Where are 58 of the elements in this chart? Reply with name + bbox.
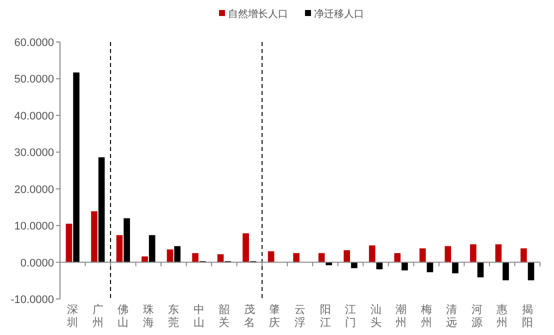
x-tick-label: 云浮 xyxy=(294,304,306,329)
y-tick-label: 50.0000 xyxy=(14,74,54,86)
x-tick-label: 广州 xyxy=(92,303,104,329)
bar xyxy=(242,233,249,262)
bar xyxy=(142,256,148,262)
bar xyxy=(528,262,534,280)
bar xyxy=(520,248,527,262)
x-tick-label: 肇庆 xyxy=(269,303,280,329)
x-tick-label: 揭阳 xyxy=(522,304,533,329)
x-tick-label: 茂名 xyxy=(244,303,255,329)
bar xyxy=(318,253,325,262)
y-tick-label: 0.0000 xyxy=(20,257,54,270)
y-tick-label: -10.0000 xyxy=(10,294,54,306)
bar xyxy=(166,249,174,262)
bar xyxy=(217,254,224,262)
y-tick-label: 10.0000 xyxy=(14,220,54,233)
bar xyxy=(98,157,105,262)
bar xyxy=(470,244,476,262)
x-tick-label: 阳江 xyxy=(320,304,331,329)
bar xyxy=(66,224,72,262)
legend-label: 自然增长人口 xyxy=(228,8,288,20)
bar xyxy=(124,218,130,262)
bar xyxy=(368,245,376,262)
x-tick-label: 河源 xyxy=(471,304,482,329)
bar xyxy=(192,253,198,262)
bar xyxy=(419,248,426,262)
bar xyxy=(502,262,509,280)
x-tick-label: 深圳 xyxy=(66,304,78,329)
y-tick-label: 40.0000 xyxy=(14,110,54,122)
y-tick-label: 60.0000 xyxy=(14,37,54,49)
bar xyxy=(268,251,274,262)
bar xyxy=(495,244,502,262)
y-tick-label: 20.0000 xyxy=(14,184,54,196)
bar xyxy=(477,262,484,278)
x-tick-label: 惠州 xyxy=(496,303,508,329)
bar xyxy=(394,253,401,262)
legend-label: 净迁移人口 xyxy=(314,8,364,20)
x-tick-label: 清远 xyxy=(446,303,458,329)
bar xyxy=(293,253,300,262)
x-tick-label: 汕头 xyxy=(370,303,382,329)
bar xyxy=(73,72,80,262)
bar xyxy=(444,246,452,262)
bar xyxy=(402,262,408,270)
bar xyxy=(91,211,98,262)
bar xyxy=(452,262,458,274)
x-tick-label: 江门 xyxy=(345,304,356,329)
x-tick-label: 潮州 xyxy=(396,303,407,329)
bar xyxy=(344,250,350,262)
x-tick-label: 珠海 xyxy=(142,303,154,329)
x-tick-label: 韶关 xyxy=(218,303,230,329)
x-tick-label: 中山 xyxy=(193,303,204,329)
bar xyxy=(174,246,181,262)
x-tick-label: 佛山 xyxy=(118,304,129,329)
bar xyxy=(148,235,156,262)
bar xyxy=(116,235,123,262)
y-tick-label: 30.0000 xyxy=(14,147,54,160)
x-tick-label: 东莞 xyxy=(168,303,180,329)
x-tick-label: 梅州 xyxy=(420,304,432,329)
